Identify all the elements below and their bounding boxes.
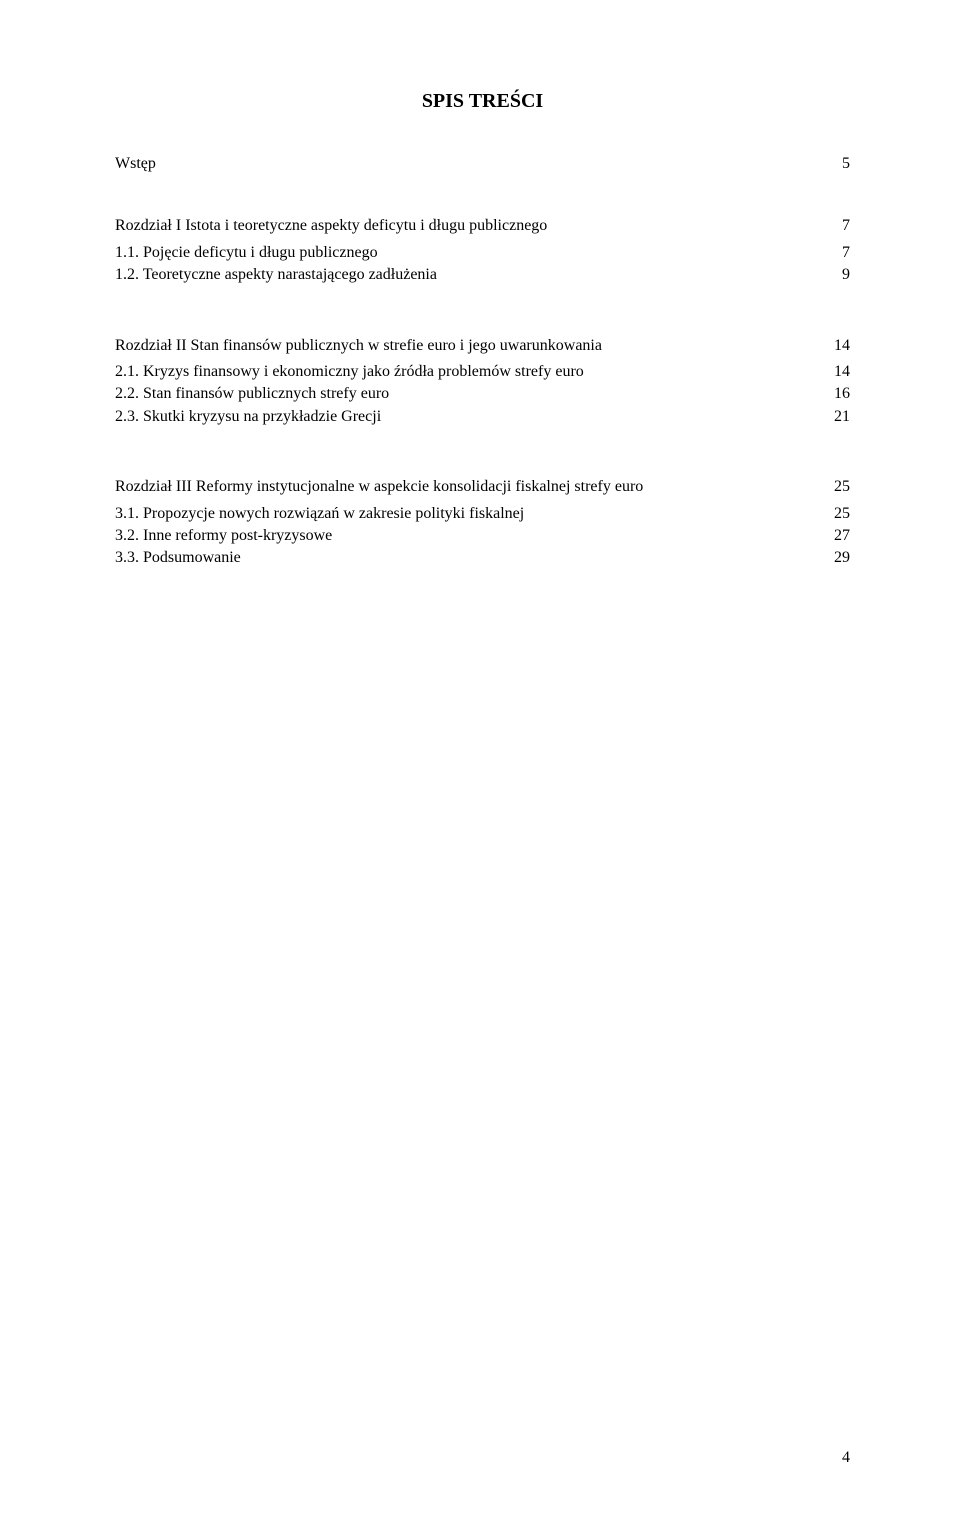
toc-entry-1-1: 1.1. Pojęcie deficytu i długu publiczneg…: [115, 242, 850, 264]
toc-page-number: 25: [820, 476, 850, 498]
toc-page-number: 21: [820, 406, 850, 428]
toc-entry-chapter-2: Rozdział II Stan finansów publicznych w …: [115, 335, 850, 357]
toc-page-number: 27: [820, 525, 850, 547]
toc-page-number: 9: [820, 264, 850, 286]
toc-text: 3.1. Propozycje nowych rozwiązań w zakre…: [115, 503, 820, 525]
toc-page-number: 29: [820, 547, 850, 569]
toc-text: 2.1. Kryzys finansowy i ekonomiczny jako…: [115, 361, 820, 383]
toc-entry-wstep: Wstęp 5: [115, 153, 850, 175]
toc-text: Rozdział III Reformy instytucjonalne w a…: [115, 476, 820, 498]
page-title: SPIS TREŚCI: [115, 90, 850, 113]
toc-page-number: 7: [820, 215, 850, 237]
toc-page-number: 14: [820, 361, 850, 383]
toc-text: 1.1. Pojęcie deficytu i długu publiczneg…: [115, 242, 820, 264]
toc-page-number: 16: [820, 383, 850, 405]
toc-text: Rozdział I Istota i teoretyczne aspekty …: [115, 215, 820, 237]
toc-text: 3.3. Podsumowanie: [115, 547, 820, 569]
toc-entry-1-2: 1.2. Teoretyczne aspekty narastającego z…: [115, 264, 850, 286]
toc-entry-2-2: 2.2. Stan finansów publicznych strefy eu…: [115, 383, 850, 405]
toc-text: Rozdział II Stan finansów publicznych w …: [115, 335, 820, 357]
toc-text: 1.2. Teoretyczne aspekty narastającego z…: [115, 264, 820, 286]
toc-entry-3-1: 3.1. Propozycje nowych rozwiązań w zakre…: [115, 503, 850, 525]
toc-page-number: 7: [820, 242, 850, 264]
toc-entry-2-3: 2.3. Skutki kryzysu na przykładzie Grecj…: [115, 406, 850, 428]
toc-text: 3.2. Inne reformy post-kryzysowe: [115, 525, 820, 547]
toc-entry-2-1: 2.1. Kryzys finansowy i ekonomiczny jako…: [115, 361, 850, 383]
toc-text: Wstęp: [115, 153, 820, 175]
toc-entry-3-3: 3.3. Podsumowanie 29: [115, 547, 850, 569]
page-footer-number: 4: [842, 1449, 850, 1467]
toc-entry-chapter-3: Rozdział III Reformy instytucjonalne w a…: [115, 476, 850, 498]
toc-entry-chapter-1: Rozdział I Istota i teoretyczne aspekty …: [115, 215, 850, 237]
toc-entry-3-2: 3.2. Inne reformy post-kryzysowe 27: [115, 525, 850, 547]
toc-page-number: 14: [820, 335, 850, 357]
toc-page-number: 25: [820, 503, 850, 525]
toc-text: 2.2. Stan finansów publicznych strefy eu…: [115, 383, 820, 405]
toc-page-number: 5: [820, 153, 850, 175]
toc-text: 2.3. Skutki kryzysu na przykładzie Grecj…: [115, 406, 820, 428]
